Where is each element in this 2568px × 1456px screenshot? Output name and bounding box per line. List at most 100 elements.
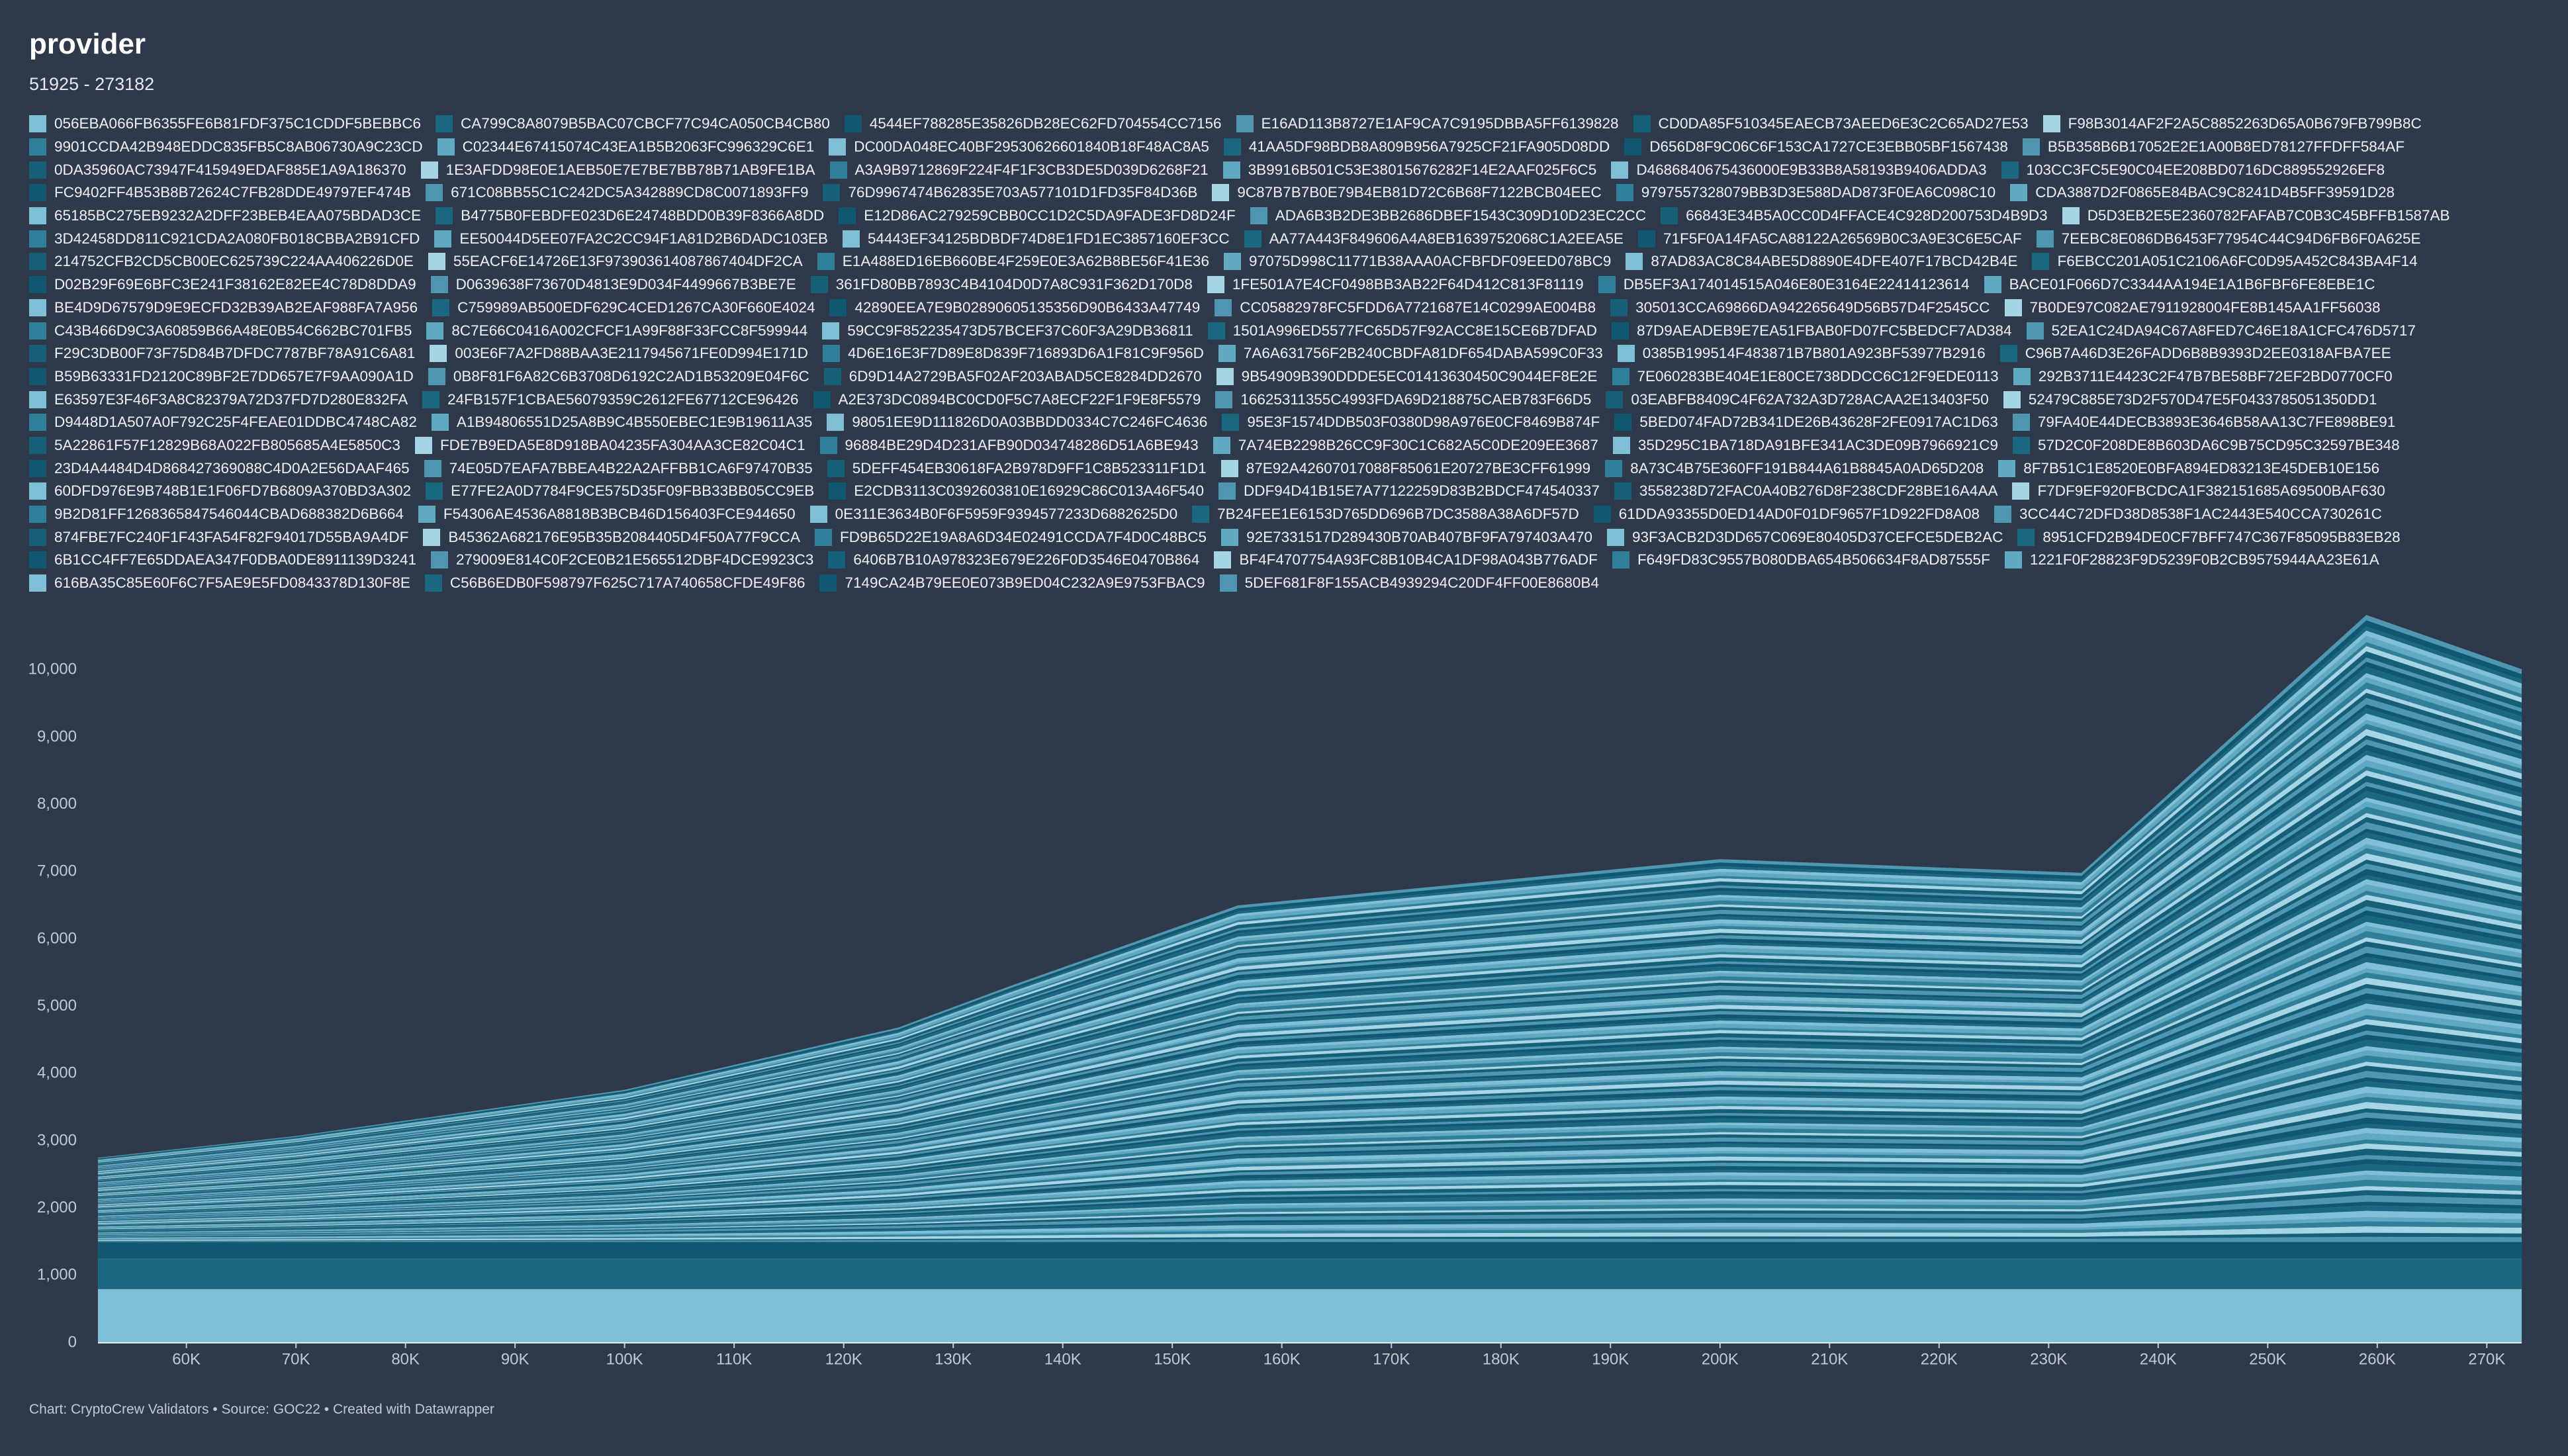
legend-swatch [29, 414, 46, 432]
legend-label: D4686840675436000E9B33B8A58193B9406ADDA3 [1636, 161, 1987, 178]
legend-swatch [1999, 345, 2017, 363]
legend-label: 214752CFB2CD5CB00EC625739C224AA406226D0E [54, 253, 414, 270]
legend-label: 3D42458DD811C921CDA2A080FB018CBBA2B91CFD [54, 230, 420, 247]
legend-label: 23D4A4484D4D868427369088C4D0A2E56DAAF465 [54, 459, 410, 477]
legend-label: F29C3DB00F73F75D84B7DFDC7787BF78A91C6A81 [54, 345, 416, 362]
legend-label: D9448D1A507A0F792C25F4FEAE01DDBC4748CA82 [54, 414, 417, 431]
legend-item: C56B6EDB0F598797F625C717A740658CFDE49F86 [424, 572, 805, 595]
legend-label: 874FBE7FC240F1F43FA54F82F94017D55BA9A4DF [54, 528, 409, 545]
legend-label: 7149CA24B79EE0E073B9ED04C232A9E9753FBAC9 [845, 574, 1205, 592]
legend-label: F7DF9EF920FBCDCA1F382151685A69500BAF630 [2037, 482, 2385, 500]
legend-item: 8F7B51C1E8520E0BFA894ED83213E45DEB10E156 [1998, 457, 2379, 480]
legend-item: 0E311E3634B0F6F5959F9394577233D6882625D0 [809, 503, 1178, 526]
legend-label: 0385B199514F483871B7B801A923BF53977B2916 [1642, 345, 1986, 362]
legend-swatch [1612, 367, 1629, 385]
legend-label: 7A74EB2298B26CC9F30C1C682A5C0DE209EE3687 [1238, 436, 1598, 453]
legend-label: E1A488ED16EB660BE4F259E0E3A62B8BE56F41E3… [842, 253, 1209, 270]
y-tick-label: 6,000 [37, 929, 77, 947]
legend-label: 87AD83AC8C84ABE5D8890E4DFE407F17BCD42B4E [1651, 253, 2018, 270]
legend-item: 92E7331517D289430B70AB407BF9FA797403A470 [1221, 525, 1592, 549]
legend-swatch [1998, 459, 2016, 477]
legend-item: CA799C8A8079B5BAC07CBCF77C94CA050CB4CB80 [436, 113, 830, 136]
legend-item: BF4F4707754A93FC8B10B4CA1DF98A043B776ADF [1214, 549, 1598, 572]
legend-label: 5A22861F57F12829B68A022FB805685A4E5850C3 [54, 436, 400, 453]
legend-swatch [1213, 436, 1230, 454]
legend-swatch [423, 528, 441, 546]
legend-item: 7B0DE97C082AE7911928004FE8B145AA1FF56038 [2004, 296, 2381, 320]
legend-item: E2CDB3113C0392603810E16929C86C013A46F540 [829, 480, 1204, 503]
area [97, 1092, 2522, 1223]
legend-label: DDF94D41B15E7A77122259D83B2BDCF474540337 [1243, 482, 1600, 500]
legend-item: 056EBA066FB6355FE6B81FDF375C1CDDF5BEBBC6 [29, 113, 421, 136]
legend-item: F7DF9EF920FBCDCA1F382151685A69500BAF630 [2012, 480, 2385, 503]
x-tick-label: 210K [1811, 1350, 1848, 1368]
legend-swatch [29, 574, 46, 592]
legend-label: 0E311E3634B0F6F5959F9394577233D6882625D0 [835, 506, 1178, 523]
area [97, 1061, 2522, 1219]
legend-item: 9901CCDA42B948EDDC835FB5C8AB06730A9C23CD [29, 136, 423, 159]
legend-item: 93F3ACB2D3DD657C069E80405D37CEFCE5DEB2AC [1607, 525, 2003, 549]
legend-item: D5D3EB2E5E2360782FAFAB7C0B3C45BFFB1587AB [2062, 205, 2450, 228]
legend-item: 1E3AFDD98E0E1AEB50E7E7BE7BB78B71AB9FE1BA [420, 158, 815, 181]
legend-label: CD0DA85F510345EAECB73AEED6E3C2C65AD27E53 [1658, 115, 2029, 132]
legend-label: D0639638F73670D4813E9D034F4499667B3BE7E [455, 276, 796, 293]
legend-item: 3D42458DD811C921CDA2A080FB018CBBA2B91CFD [29, 227, 420, 250]
legend-item: 5DEFF454EB30618FA2B978D9FF1C8B523311F1D1 [827, 457, 1207, 480]
legend-swatch [810, 276, 828, 294]
legend-swatch [434, 230, 452, 248]
legend-label: 5DEFF454EB30618FA2B978D9FF1C8B523311F1D1 [852, 459, 1207, 477]
legend-item: FC9402FF4B53B8B72624C7FB28DDE49797EF474B [29, 181, 411, 205]
legend-item: BE4D9D67579D9E9ECFD32B39AB2EAF988FA7A956 [29, 296, 418, 320]
x-tick-label: 190K [1592, 1350, 1629, 1368]
legend-label: 9901CCDA42B948EDDC835FB5C8AB06730A9C23CD [54, 138, 423, 156]
legend-label: 305013CCA69866DA942265649D56B57D4F2545CC [1635, 298, 1990, 316]
legend-swatch [2032, 253, 2050, 271]
legend-item: 1221F0F28823F9D5239F0B2CB9575944AA23E61A [2004, 549, 2379, 572]
legend-item: 003E6F7A2FD88BAA3E2117945671FE0D994E171D [430, 342, 808, 365]
legend-item: 71F5F0A14FA5CA88122A26569B0C3A9E3C6E5CAF [1638, 227, 2022, 250]
legend-swatch [1212, 184, 1230, 202]
legend-item: 8A73C4B75E360FF191B844A61B8845A0AD65D208 [1605, 457, 1984, 480]
x-tick-label: 180K [1483, 1350, 1520, 1368]
legend-swatch [827, 414, 845, 432]
legend-item: 214752CFB2CD5CB00EC625739C224AA406226D0E [29, 250, 414, 273]
legend-label: 0B8F81F6A82C6B3708D6192C2AD1B53209E04F6C [453, 367, 809, 385]
legend-item: 7149CA24B79EE0E073B9ED04C232A9E9753FBAC9 [819, 572, 1205, 595]
legend-swatch [2042, 115, 2060, 133]
legend-swatch [1616, 184, 1633, 202]
legend-item: D02B29F69E6BFC3E241F38162E82EE4C78D8DDA9 [29, 273, 416, 296]
y-tick-label: 5,000 [37, 997, 77, 1015]
legend-swatch [1215, 298, 1232, 316]
legend-label: A2E373DC0894BC0CD0F5C7A8ECF22F1F9E8F5579 [838, 390, 1201, 408]
legend-label: D02B29F69E6BFC3E241F38162E82EE4C78D8DDA9 [54, 276, 416, 293]
legend-item: 1501A996ED5577FC65D57F92ACC8E15CE6B7DFAD [1207, 319, 1597, 342]
legend-swatch [823, 367, 841, 385]
area [97, 1081, 2522, 1222]
legend-item: CDA3887D2F0865E84BAC9C8241D4B5FF39591D28 [2010, 181, 2395, 205]
legend-label: 24FB157F1CBAE56079359C2612FE67712CE96426 [447, 390, 799, 408]
legend-swatch [1614, 482, 1631, 500]
area [97, 806, 2522, 1185]
legend-label: 1221F0F28823F9D5239F0B2CB9575944AA23E61A [2029, 551, 2379, 569]
legend-item: 79FA40E44DECB3893E3646B58AA13C7FE898BE91 [2012, 411, 2395, 434]
legend-swatch [1220, 459, 1238, 477]
legend-item: 6406B7B10A978323E679E226F0D3546E0470B864 [828, 549, 1199, 572]
y-tick-label: 2,000 [37, 1199, 77, 1216]
legend-item: B4775B0FEBDFE023D6E24748BDD0B39F8366A8DD [436, 205, 824, 228]
legend-label: CA799C8A8079B5BAC07CBCF77C94CA050CB4CB80 [461, 115, 830, 132]
legend-item: 60DFD976E9B748B1E1F06FD7B6809A370BD3A302 [29, 480, 411, 503]
legend-item: DDF94D41B15E7A77122259D83B2BDCF474540337 [1218, 480, 1600, 503]
legend-item: 7B24FEE1E6153D765DD696B7DC3588A38A6DF57D [1192, 503, 1579, 526]
legend-swatch [29, 459, 46, 477]
legend-swatch [819, 436, 837, 454]
legend-item: D0639638F73670D4813E9D034F4499667B3BE7E [430, 273, 796, 296]
legend-label: CC05882978FC5FDD6A7721687E14C0299AE004B8 [1240, 298, 1596, 316]
legend-label: 5DEF681F8F155ACB4939294C20DF4FF00E8680B4 [1244, 574, 1599, 592]
legend-label: B4775B0FEBDFE023D6E24748BDD0B39F8366A8DD [461, 207, 825, 224]
legend-label: B5B358B6B17052E2E1A00B8ED78127FFDFF584AF [2047, 138, 2405, 156]
area [97, 1158, 2522, 1232]
y-tick-label: 8,000 [37, 795, 77, 813]
legend-item: 279009E814C0F2CE0B21E565512DBF4DCE9923C3 [431, 549, 813, 572]
legend-item: 03EABFB8409C4F62A732A3D728ACAA2E13403F50 [1606, 388, 1989, 411]
legend-label: 8A73C4B75E360FF191B844A61B8845A0AD65D208 [1630, 459, 1984, 477]
